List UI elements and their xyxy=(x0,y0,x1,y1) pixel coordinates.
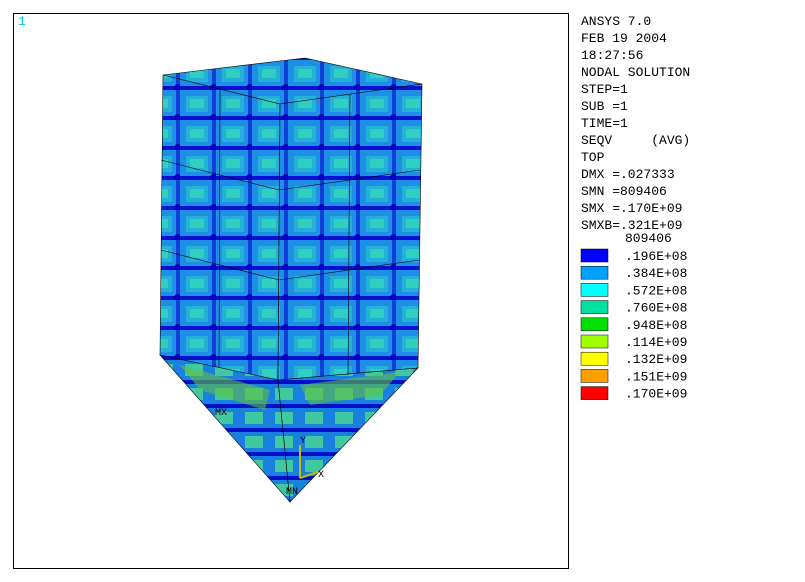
min-label: MN xyxy=(286,487,298,498)
legend-swatch xyxy=(580,265,609,280)
axis-label: X xyxy=(318,470,324,481)
legend-swatch xyxy=(580,351,609,366)
legend-label: .170E+09 xyxy=(625,387,687,402)
axis-triad xyxy=(299,471,319,479)
legend-swatch xyxy=(580,386,609,400)
info-panel: ANSYS 7.0 FEB 19 2004 18:27:56 NODAL SOLUTI… xyxy=(581,14,690,233)
legend-label: .114E+09 xyxy=(625,335,687,350)
legend-swatch xyxy=(580,317,609,332)
info-line: SMXB=.321E+09 xyxy=(581,218,682,233)
legend-swatch xyxy=(580,283,609,297)
legend: .196E+08 .384E+08 .572E+08 .760E+08 .948E+08… xyxy=(580,248,687,402)
legend-label: .151E+09 xyxy=(625,369,687,384)
mesh-lines xyxy=(160,89,421,376)
info-line: SEQV (AVG) xyxy=(581,133,690,148)
info-line: NODAL SOLUTION xyxy=(581,65,690,80)
info-line: TIME=1 xyxy=(581,116,628,131)
info-line: SMN =809406 xyxy=(581,184,667,199)
axis-label: Y xyxy=(300,436,306,447)
legend-swatch xyxy=(580,369,609,383)
legend-label: .572E+08 xyxy=(625,283,687,298)
info-line: STEP=1 xyxy=(581,82,628,97)
model xyxy=(159,57,423,503)
legend-swatch xyxy=(580,248,609,263)
legend-label: .196E+08 xyxy=(625,249,687,264)
info-line: SUB =1 xyxy=(581,99,628,114)
legend-label: .948E+08 xyxy=(625,318,687,333)
legend-label: .384E+08 xyxy=(625,266,687,281)
info-line: SMX =.170E+09 xyxy=(581,201,682,216)
legend-min-label: 809406 xyxy=(625,231,672,246)
legend-label: .132E+09 xyxy=(625,352,687,367)
legend-swatch xyxy=(580,300,609,314)
legend-swatch xyxy=(580,334,609,349)
max-label: MX xyxy=(215,408,227,419)
info-line: DMX =.027333 xyxy=(581,167,675,182)
legend-label: .760E+08 xyxy=(625,301,687,316)
info-line: ANSYS 7.0 xyxy=(581,14,651,29)
stress-band xyxy=(180,365,270,410)
window-number: 1 xyxy=(18,14,26,29)
stress-band xyxy=(300,372,400,405)
info-line: 18:27:56 xyxy=(581,48,643,63)
info-line: TOP xyxy=(581,150,605,165)
info-line: FEB 19 2004 xyxy=(581,31,667,46)
